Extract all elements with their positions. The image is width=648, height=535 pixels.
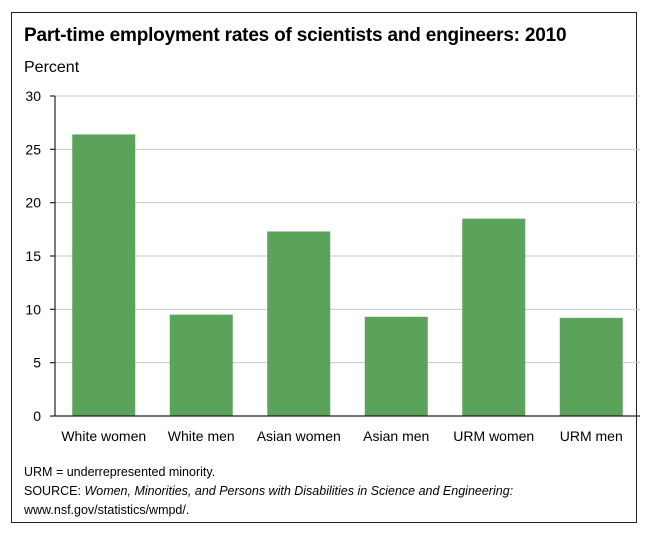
x-tick-label: URM men (560, 428, 623, 444)
source-url: www.nsf.gov/statistics/wmpd/. (24, 503, 190, 517)
bar-asian-women (267, 231, 331, 416)
x-tick-label: White women (61, 428, 146, 444)
y-tick-label: 10 (25, 301, 41, 317)
x-tick-labels: White women White men Asian women Asian men… (61, 428, 622, 444)
chart-frame (11, 12, 637, 523)
x-tick-label: URM women (453, 428, 534, 444)
bar-urm-women (462, 218, 526, 416)
bar-white-women (72, 134, 136, 416)
source-prefix: SOURCE: (24, 484, 85, 498)
x-tick-label: Asian women (257, 428, 341, 444)
chart-notes: URM = underrepresented minority. SOURCE:… (24, 463, 624, 520)
source-note: SOURCE: Women, Minorities, and Persons w… (24, 482, 624, 520)
source-title: Women, Minorities, and Persons with Disa… (84, 484, 514, 498)
bar-urm-men (559, 317, 623, 416)
urm-note: URM = underrepresented minority. (24, 465, 216, 479)
y-tick-label: 30 (25, 88, 41, 104)
y-axis-unit-label: Percent (24, 59, 80, 76)
x-tick-label: Asian men (363, 428, 429, 444)
x-tick-label: White men (168, 428, 235, 444)
chart-title: Part-time employment rates of scientists… (24, 25, 567, 46)
bars (72, 134, 623, 416)
y-tick-label: 20 (25, 195, 41, 211)
y-tick-label: 0 (33, 408, 41, 424)
axes (50, 95, 640, 417)
y-tick-label: 25 (25, 141, 41, 157)
y-tick-label: 15 (25, 248, 41, 264)
gridlines (55, 95, 640, 364)
y-tick-labels: 0 5 10 15 20 25 30 (25, 88, 41, 424)
bar-asian-men (364, 316, 428, 416)
y-tick-label: 5 (33, 355, 41, 371)
bar-white-men (169, 314, 233, 416)
